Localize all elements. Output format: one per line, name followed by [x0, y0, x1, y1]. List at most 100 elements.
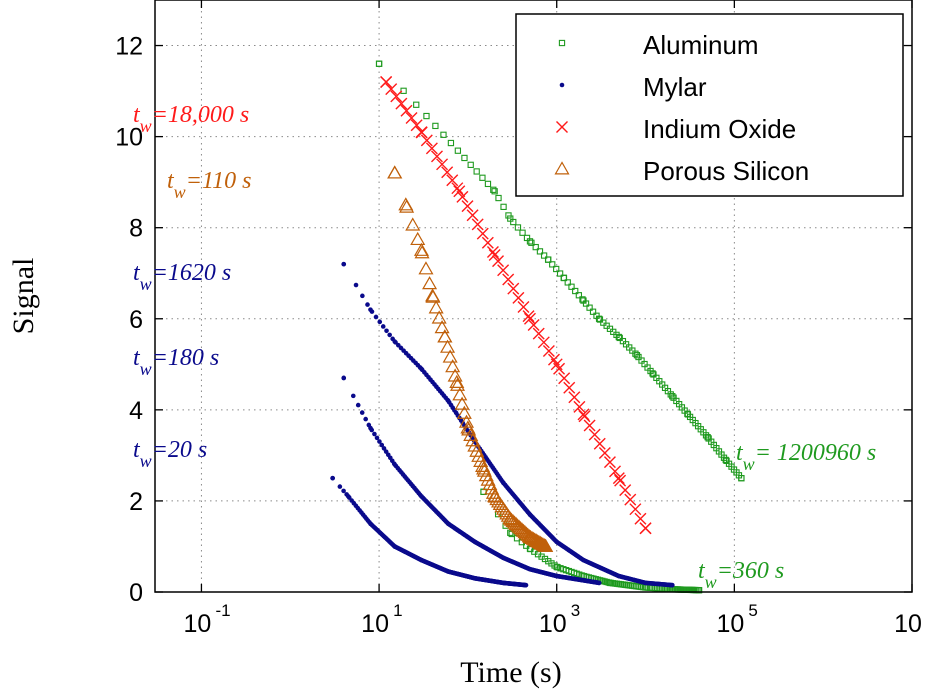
x-tick-exponent: -1 [215, 601, 230, 620]
data-point [572, 287, 579, 295]
data-point [419, 366, 424, 372]
marker-stroke [466, 209, 479, 222]
data-point [523, 582, 529, 588]
data-point [616, 573, 622, 579]
x-tick-exponent: 1 [393, 601, 402, 620]
data-point [379, 442, 385, 448]
data-point [452, 387, 468, 401]
marker-stroke [425, 142, 438, 155]
data-point [377, 439, 382, 444]
data-point [558, 372, 571, 385]
data-point [368, 307, 373, 312]
data-point [549, 261, 556, 268]
annotation-t: t [698, 558, 706, 584]
axis-ticks: 10-1101103105107024681012 [115, 0, 922, 638]
data-point [583, 419, 596, 432]
data-point [488, 249, 501, 262]
data-point [425, 288, 441, 302]
marker-stroke [497, 264, 510, 277]
marker-stroke [609, 465, 622, 478]
marker-stroke [619, 484, 632, 497]
annotation-t: t [167, 168, 175, 194]
x-tick-label: 10 [184, 610, 212, 638]
annotation-t: t [133, 345, 141, 371]
data-point [400, 87, 407, 94]
data-point [467, 161, 474, 168]
data-point [507, 282, 520, 295]
data-point [398, 197, 414, 211]
curve-annotation: tw=110 s [167, 168, 251, 202]
legend-marker [558, 39, 566, 47]
data-point [445, 521, 451, 526]
data-point [449, 374, 465, 388]
data-point [524, 530, 540, 545]
x-tick-exponent: 5 [748, 601, 757, 620]
data-point [380, 324, 386, 329]
marker-stroke [471, 218, 484, 231]
data-point [495, 194, 502, 202]
data-point [380, 75, 393, 88]
data-point [603, 456, 616, 469]
data-point [425, 142, 438, 155]
marker-stroke [598, 446, 611, 459]
data-point [337, 484, 343, 489]
marker-stroke [573, 400, 586, 413]
data-point [330, 475, 335, 481]
data-point [532, 327, 545, 340]
marker-stroke [451, 182, 464, 195]
data-point [560, 274, 567, 281]
data-point [341, 488, 346, 494]
data-point [466, 209, 479, 222]
data-point [490, 186, 497, 193]
data-point [413, 101, 420, 108]
data-point [419, 557, 424, 563]
marker-stroke [420, 134, 433, 147]
data-point [527, 318, 540, 331]
marker-stroke [380, 75, 393, 88]
annotation-value: =360 s [717, 558, 785, 584]
data-point [568, 283, 575, 290]
data-point [535, 537, 551, 551]
data-point [481, 236, 494, 249]
data-point [377, 319, 383, 325]
data-point [479, 174, 486, 181]
data-point [422, 276, 438, 290]
data-point [497, 264, 510, 277]
marker-stroke [603, 456, 616, 469]
legend-label: Indium Oxide [643, 114, 796, 144]
data-point [445, 359, 461, 373]
data-point [527, 566, 533, 572]
data-point [360, 293, 365, 299]
legend-marker [556, 121, 568, 133]
curve-annotation: tw=180 s [133, 345, 219, 379]
data-point [614, 474, 627, 487]
data-point [440, 131, 447, 138]
data-point [465, 433, 481, 447]
data-point [381, 446, 387, 451]
curve-annotation: tw=360 s [698, 558, 784, 592]
data-point [431, 310, 447, 324]
data-point [502, 273, 515, 286]
marker-stroke [461, 200, 474, 213]
data-point [577, 408, 590, 421]
data-point [430, 150, 443, 163]
annotation-subscript: w [174, 182, 186, 202]
marker-stroke [453, 185, 466, 198]
marker-stroke [522, 310, 535, 323]
annotation-subscript: w [743, 454, 755, 474]
x-tick-label: 10 [716, 610, 744, 638]
data-point [423, 112, 430, 120]
data-point [544, 256, 552, 263]
marker-stroke [568, 391, 581, 404]
data-point [395, 97, 408, 110]
marker-stroke [547, 353, 560, 366]
annotation-t: t [133, 437, 141, 463]
marker-stroke [507, 282, 520, 295]
data-point [500, 555, 506, 561]
data-point [471, 218, 484, 231]
data-point [345, 494, 351, 499]
data-point [456, 405, 472, 419]
data-point [595, 315, 603, 322]
data-point [410, 119, 423, 132]
